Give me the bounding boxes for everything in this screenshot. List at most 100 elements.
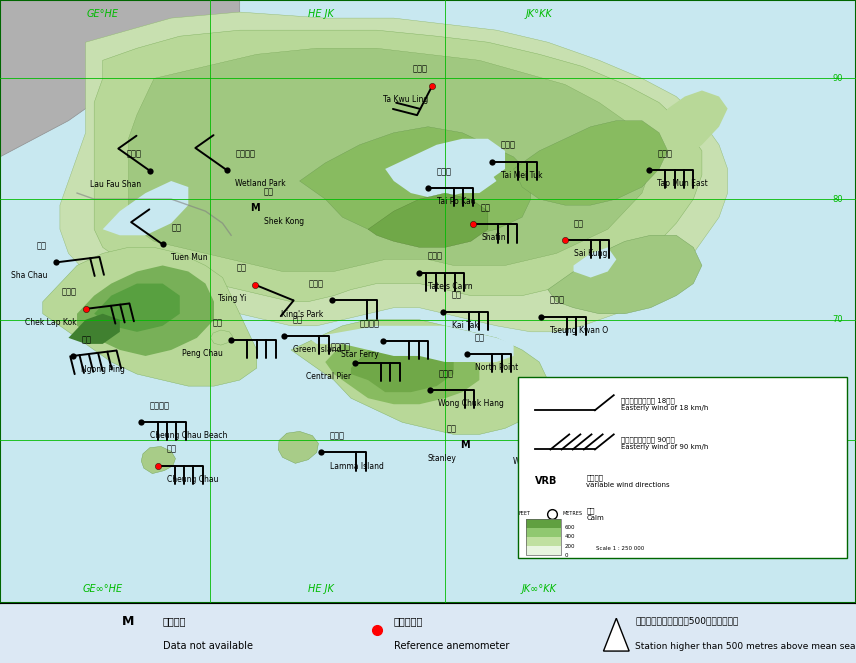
- Text: 昂坪: 昂坪: [81, 335, 92, 344]
- Polygon shape: [278, 432, 318, 463]
- Text: Data not available: Data not available: [163, 641, 253, 651]
- Polygon shape: [0, 0, 240, 157]
- Text: Kai Tak: Kai Tak: [452, 321, 479, 330]
- Text: 打輿嶭: 打輿嶭: [413, 64, 428, 74]
- Text: Chek Lap Kok: Chek Lap Kok: [26, 318, 77, 327]
- Text: 長洲泳灘: 長洲泳灘: [150, 401, 169, 410]
- Text: 青洲: 青洲: [293, 315, 303, 324]
- Polygon shape: [77, 265, 214, 356]
- Text: VRB: VRB: [535, 476, 557, 486]
- Text: 橫瀏島: 橫瀏島: [551, 426, 567, 436]
- Text: 60: 60: [833, 436, 843, 445]
- Text: 青衣: 青衣: [236, 264, 247, 272]
- Text: Stanley: Stanley: [427, 454, 456, 463]
- Bar: [526, 546, 561, 555]
- Text: Reference anemometer: Reference anemometer: [394, 641, 509, 651]
- Polygon shape: [68, 314, 120, 344]
- Text: Sai Kung: Sai Kung: [574, 249, 607, 258]
- Text: 大埔瀆: 大埔瀆: [437, 167, 452, 176]
- Text: Tsing Yi: Tsing Yi: [218, 294, 247, 303]
- Polygon shape: [308, 326, 514, 362]
- Text: 啟德: 啟德: [452, 291, 462, 300]
- Text: Shek Kong: Shek Kong: [264, 217, 304, 226]
- Text: Shatin: Shatin: [481, 233, 506, 243]
- Text: Tap Mun East: Tap Mun East: [657, 179, 708, 188]
- Text: M: M: [460, 440, 470, 450]
- Text: METRES: METRES: [562, 511, 582, 516]
- Polygon shape: [385, 139, 505, 199]
- Polygon shape: [368, 193, 488, 247]
- Polygon shape: [659, 90, 728, 163]
- Polygon shape: [141, 446, 175, 473]
- Text: 南丫島: 南丫島: [330, 432, 345, 440]
- Text: Cheung Chau: Cheung Chau: [167, 475, 218, 484]
- Bar: [526, 519, 561, 528]
- Text: M: M: [122, 615, 134, 628]
- Text: 塔門東: 塔門東: [657, 149, 673, 158]
- Polygon shape: [437, 163, 496, 193]
- Text: 參考測風站: 參考測風站: [394, 616, 423, 627]
- Text: 赤鰴角: 赤鰴角: [62, 288, 77, 297]
- Text: HE JK: HE JK: [308, 9, 334, 19]
- Text: Tate's Cairn: Tate's Cairn: [428, 282, 473, 291]
- Text: 沒有資料: 沒有資料: [163, 616, 186, 627]
- Polygon shape: [211, 330, 233, 345]
- Text: 無風
Calm: 無風 Calm: [586, 507, 604, 521]
- Text: 石崗: 石崗: [264, 187, 274, 196]
- Text: 黃竹崭: 黃竹崭: [438, 369, 454, 379]
- Polygon shape: [514, 121, 668, 205]
- Text: 赤柱: 赤柱: [446, 424, 456, 433]
- Polygon shape: [603, 618, 629, 651]
- Text: GE°HE: GE°HE: [86, 9, 119, 19]
- Text: Ta Kwu Ling: Ta Kwu Ling: [383, 95, 428, 103]
- Text: Waglan Island: Waglan Island: [513, 457, 567, 465]
- Text: Wong Chuk Hang: Wong Chuk Hang: [438, 399, 504, 408]
- Text: 該站位於離平均海平面500米以上的地方: 該站位於離平均海平面500米以上的地方: [635, 617, 739, 626]
- Polygon shape: [60, 12, 728, 332]
- Text: HE JK: HE JK: [308, 584, 334, 594]
- Text: Tai Mei Tuk: Tai Mei Tuk: [501, 171, 542, 180]
- Text: FEET: FEET: [519, 511, 531, 516]
- Text: 沙洲: 沙洲: [37, 241, 47, 251]
- Text: 坦洲: 坦洲: [212, 319, 223, 328]
- Polygon shape: [548, 235, 702, 314]
- Text: King's Park: King's Park: [282, 310, 324, 318]
- Polygon shape: [300, 127, 531, 235]
- Text: Scale 1 : 250 000: Scale 1 : 250 000: [597, 546, 645, 551]
- Text: M: M: [250, 203, 260, 213]
- Text: Wetland Park: Wetland Park: [235, 179, 286, 188]
- Text: Lau Fau Shan: Lau Fau Shan: [90, 180, 141, 189]
- Text: 流浮山: 流浮山: [126, 150, 141, 158]
- Text: JK°KK: JK°KK: [526, 9, 553, 19]
- Polygon shape: [103, 181, 188, 235]
- Text: 沙田: 沙田: [481, 204, 491, 212]
- Text: Station higher than 500 metres above mean sea level: Station higher than 500 metres above mea…: [635, 642, 856, 651]
- Text: Tseung Kwan O: Tseung Kwan O: [550, 326, 608, 335]
- Text: 京士柏: 京士柏: [308, 279, 324, 288]
- Text: 濕地公園: 濕地公園: [235, 149, 255, 158]
- Polygon shape: [94, 284, 180, 332]
- Polygon shape: [43, 247, 257, 386]
- Text: Green Island: Green Island: [293, 345, 342, 354]
- Bar: [518, 377, 847, 558]
- Text: 東風，風速每小時 90公里
Easterly wind of 90 km/h: 東風，風速每小時 90公里 Easterly wind of 90 km/h: [621, 437, 708, 450]
- Text: 0: 0: [565, 552, 568, 558]
- Text: 80: 80: [833, 195, 843, 204]
- Bar: [526, 537, 561, 546]
- Polygon shape: [94, 30, 702, 302]
- Bar: [526, 528, 561, 537]
- Text: Tai Po Kau: Tai Po Kau: [437, 198, 475, 206]
- Polygon shape: [574, 247, 616, 278]
- Text: 大老山: 大老山: [428, 252, 443, 261]
- Text: Sha Chau: Sha Chau: [10, 272, 47, 280]
- Polygon shape: [128, 48, 651, 271]
- Text: 70: 70: [833, 316, 843, 324]
- Text: 600: 600: [565, 525, 575, 530]
- Text: Lamma Island: Lamma Island: [330, 461, 383, 471]
- Text: 風向不定
variable wind directions: 風向不定 variable wind directions: [586, 474, 670, 488]
- Text: 200: 200: [565, 544, 575, 548]
- Text: 將軍澄: 將軍澄: [550, 296, 565, 305]
- Text: 北角: 北角: [475, 333, 485, 342]
- Polygon shape: [291, 320, 548, 434]
- Text: 中環碼頭: 中環碼頭: [331, 342, 351, 351]
